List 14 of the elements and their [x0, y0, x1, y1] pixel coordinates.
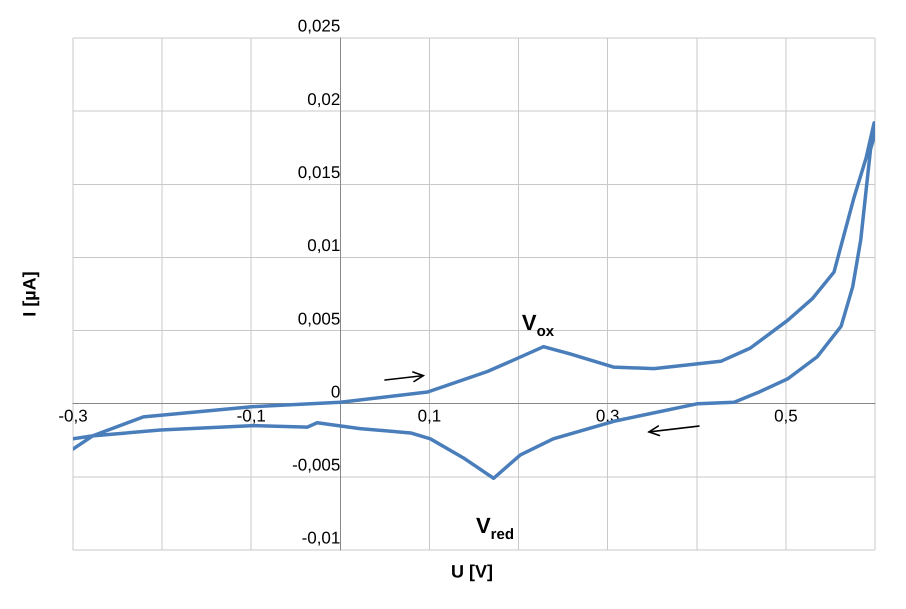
y-tick-label: 0,015: [298, 162, 340, 182]
y-tick-label: 0: [330, 382, 340, 402]
y-tick-label: 0,01: [307, 236, 340, 256]
x-tick-label: -0,3: [58, 406, 88, 426]
y-axis-title: I [µA]: [20, 271, 40, 317]
x-axis-title: U [V]: [451, 562, 493, 582]
x-tick-label: 0,5: [774, 406, 798, 426]
y-tick-label: -0,01: [302, 528, 340, 548]
y-tick-label: -0,005: [292, 456, 340, 475]
x-tick-label: -0,1: [236, 406, 266, 426]
x-tick-label: 0,1: [418, 406, 442, 426]
y-tick-label: 0,025: [298, 16, 340, 36]
y-tick-label: 0,02: [307, 90, 340, 109]
y-tick-label: 0,005: [298, 309, 340, 328]
